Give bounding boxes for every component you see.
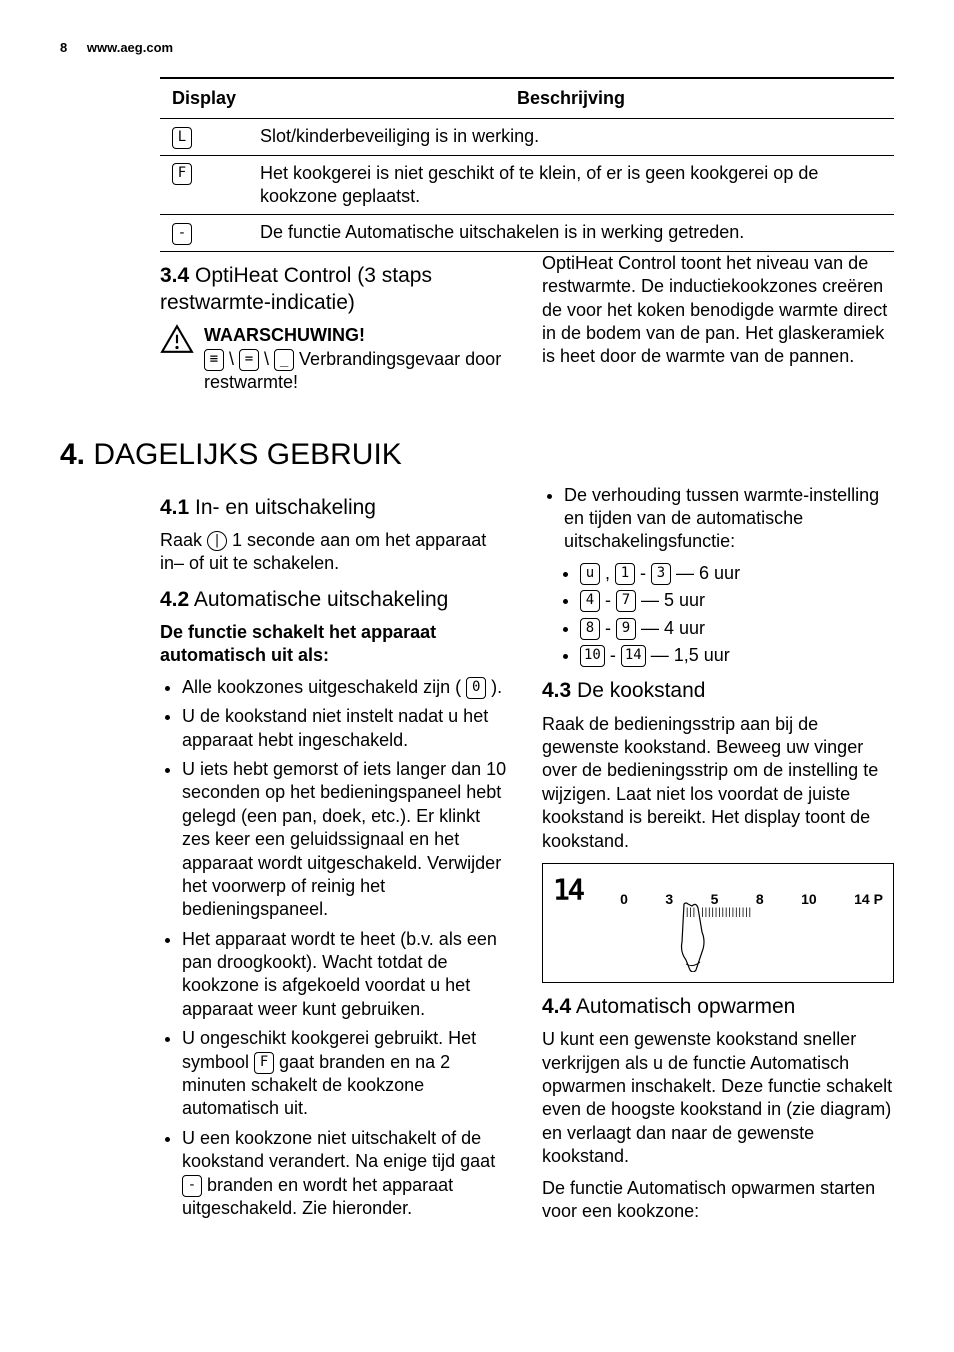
times-list: u , 1 - 3 — 6 uur 4 - 7 — 5 uur 8 - 9 — … [542, 562, 894, 668]
display-table: Display Beschrijving L Slot/kinderbeveil… [160, 77, 894, 252]
list-item: Alle kookzones uitgeschakeld zijn ( 0 ). [182, 676, 512, 699]
symbol-f-inline-icon: F [254, 1052, 274, 1074]
symbol-7-icon: 7 [616, 590, 636, 612]
sec44-p2: De functie Automatisch opwarmen starten … [542, 1177, 894, 1224]
sec44-p1: U kunt een gewenste kookstand sneller ve… [542, 1028, 894, 1168]
tick-marks: | | | | | | | | | | | | | | | | | | [553, 906, 883, 919]
list-item: U de kookstand niet instelt nadat u het … [182, 705, 512, 752]
list-item: 4 - 7 — 5 uur [580, 589, 894, 612]
table-row: F Het kookgerei is niet geschikt of te k… [160, 155, 894, 215]
control-strip-diagram: 𝟷𝟺 0 3 5 8 10 14 P | | | | | | | | | | |… [542, 863, 894, 983]
page-header: 8 www.aeg.com [60, 40, 894, 57]
symbol-3-icon: 3 [651, 563, 671, 585]
heat3-icon: ≡ [204, 349, 224, 371]
sec42-lead: De functie schakelt het apparaat automat… [160, 622, 436, 665]
list-item: De verhouding tussen warmte-instelling e… [564, 484, 894, 554]
list-item: U iets hebt gemorst of iets langer dan 1… [182, 758, 512, 922]
chapter-heading-4: 4. DAGELIJKS GEBRUIK [60, 435, 894, 474]
table-cell: Slot/kinderbeveiliging is in werking. [248, 119, 894, 155]
warning-text: WAARSCHUWING! ≡ \ = \ _ Verbrandingsgeva… [204, 324, 512, 394]
section-heading-4-1: 4.1 In- en uitschakeling [160, 494, 512, 521]
optiheat-text: OptiHeat Control toont het niveau van de… [542, 252, 894, 369]
sec41-body: Raak | 1 seconde aan om het apparaat in–… [160, 529, 512, 576]
table-row: - De functie Automatische uitschakelen i… [160, 215, 894, 251]
symbol-10-icon: 10 [580, 645, 605, 667]
table-row: L Slot/kinderbeveiliging is in werking. [160, 119, 894, 155]
power-icon: | [207, 531, 227, 551]
heat1-icon: _ [274, 349, 294, 371]
header-url: www.aeg.com [87, 40, 173, 55]
symbol-1-icon: 1 [615, 563, 635, 585]
list-item: Het apparaat wordt te heet (b.v. als een… [182, 928, 512, 1022]
finger-icon [676, 902, 710, 972]
warning-icon [160, 324, 194, 354]
section-heading-4-4: 4.4 Automatisch opwarmen [542, 993, 894, 1020]
list-item: U ongeschikt kookgerei gebruikt. Het sym… [182, 1027, 512, 1121]
list-item: u , 1 - 3 — 6 uur [580, 562, 894, 585]
table-header-desc: Beschrijving [248, 78, 894, 119]
symbol-14-icon: 14 [621, 645, 646, 667]
warning-block: WAARSCHUWING! ≡ \ = \ _ Verbrandingsgeva… [160, 324, 512, 394]
section-heading-3-4: 3.4 OptiHeat Control (3 staps restwarmte… [160, 262, 512, 317]
symbol-4-icon: 4 [580, 590, 600, 612]
symbol-8-icon: 8 [580, 618, 600, 640]
symbol-l-icon: L [172, 127, 192, 149]
section-heading-4-3: 4.3 De kookstand [542, 677, 894, 704]
symbol-u-icon: u [580, 563, 600, 585]
heat2-icon: = [239, 349, 259, 371]
symbol-0-icon: 0 [466, 677, 486, 699]
table-header-display: Display [160, 78, 248, 119]
ratio-lead-list: De verhouding tussen warmte-instelling e… [542, 484, 894, 554]
symbol-f-icon: F [172, 163, 192, 185]
seg-display-icon: 𝟷𝟺 [553, 872, 583, 908]
symbol-dash-inline-icon: - [182, 1175, 202, 1197]
table-cell: Het kookgerei is niet geschikt of te kle… [248, 155, 894, 215]
symbol-9-icon: 9 [616, 618, 636, 640]
sec43-body: Raak de bedieningsstrip aan bij de gewen… [542, 713, 894, 853]
list-item: 10 - 14 — 1,5 uur [580, 644, 894, 667]
list-item: 8 - 9 — 4 uur [580, 617, 894, 640]
auto-off-list: Alle kookzones uitgeschakeld zijn ( 0 ).… [160, 676, 512, 1221]
table-cell: De functie Automatische uitschakelen is … [248, 215, 894, 251]
page-number: 8 [60, 40, 67, 55]
section-heading-4-2: 4.2 Automatische uitschakeling [160, 586, 512, 613]
symbol-dash-icon: - [172, 223, 192, 245]
list-item: U een kookzone niet uitschakelt of de ko… [182, 1127, 512, 1221]
